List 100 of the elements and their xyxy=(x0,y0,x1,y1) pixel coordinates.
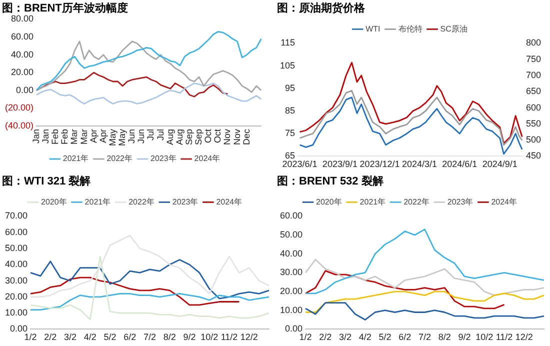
legend-label: 2020年 xyxy=(316,197,342,206)
x-tick-label: 10/2 xyxy=(476,332,494,342)
x-tick-label: Sep xyxy=(184,129,194,146)
x-tick-label: 10/2 xyxy=(200,332,218,342)
y2-tick-label: 700 xyxy=(526,70,542,80)
x-tick-label: 11/2 xyxy=(496,332,513,342)
legend-label: 2021年 xyxy=(84,197,111,206)
y2-tick-label: 500 xyxy=(526,134,542,145)
y-tick-label: 60.00 xyxy=(4,226,28,237)
y-tick-label: (40.00) xyxy=(4,120,34,130)
y-tick-label: 10.00 xyxy=(4,308,28,318)
y-tick-label: 65 xyxy=(285,150,296,161)
x-tick-label: Oct xyxy=(212,128,223,144)
y2-tick-label: 600 xyxy=(526,102,542,112)
x-tick-label: Mar xyxy=(69,128,80,144)
x-tick-label: Apr xyxy=(98,129,108,144)
y2-tick-label: 650 xyxy=(526,86,542,96)
y2-tick-label: 550 xyxy=(526,118,542,128)
x-tick-label: 2023/12/1 xyxy=(360,159,400,170)
x-tick-label: 7/2 xyxy=(418,332,432,342)
y-tick-label: 40.00 xyxy=(10,49,34,60)
x-tick-label: 2023/9/1 xyxy=(322,159,358,170)
legend-label: WTI xyxy=(366,24,380,34)
x-tick-label: 2/2 xyxy=(44,332,57,342)
y-tick-label: 30.00 xyxy=(4,275,28,286)
x-tick-label: May xyxy=(117,128,128,146)
x-tick-label: 5/2 xyxy=(104,332,116,342)
y-tick-label: 10.00 xyxy=(280,304,303,315)
x-tick-label: 4/2 xyxy=(84,332,96,342)
x-tick-label: Jul xyxy=(146,129,156,141)
y2-tick-label: 750 xyxy=(526,54,542,64)
x-tick-label: 5/2 xyxy=(378,332,392,342)
x-tick-label: 3/2 xyxy=(64,332,77,342)
chart-title: 图：原油期货价格 xyxy=(277,2,366,15)
x-tick-label: Feb xyxy=(50,129,60,145)
y-tick-label: 115 xyxy=(280,38,296,48)
x-tick-label: 6/2 xyxy=(124,332,136,342)
y-tick-label: 85 xyxy=(285,105,296,116)
y-tick-label: 0.00 xyxy=(284,324,303,334)
x-tick-label: Dec xyxy=(241,128,252,146)
x-tick-label: 2024/3/1 xyxy=(402,159,437,170)
legend-label: 2024年 xyxy=(194,154,220,164)
x-tick-label: 7/2 xyxy=(144,332,156,342)
x-tick-label: 4/2 xyxy=(358,332,372,342)
legend-label: 2021年 xyxy=(360,197,386,206)
y-tick-label: 60.00 xyxy=(10,31,34,42)
legend-label: 2023年 xyxy=(172,197,198,206)
x-tick-label: 1/2 xyxy=(24,332,37,342)
y-tick-label: 40.00 xyxy=(4,259,28,270)
x-tick-label: Feb xyxy=(60,129,70,145)
x-tick-label: May xyxy=(107,128,118,146)
x-tick-label: 1/2 xyxy=(299,332,312,342)
y-tick-label: 95 xyxy=(285,82,296,93)
x-tick-label: 2023/6/1 xyxy=(282,159,318,170)
y-tick-label: 60.00 xyxy=(280,210,303,221)
y-tick-label: 20.00 xyxy=(10,67,34,78)
x-tick-label: Aug xyxy=(174,129,184,146)
chart-title: 图：WTI 321 裂解 xyxy=(2,174,91,188)
x-tick-label: Jun xyxy=(136,129,146,144)
y-tick-label: (20.00) xyxy=(4,102,34,113)
y2-tick-label: 450 xyxy=(526,150,542,161)
x-tick-label: 8/2 xyxy=(438,332,451,342)
x-tick-label: Mar xyxy=(78,128,89,144)
x-tick-label: 6/2 xyxy=(398,332,412,342)
legend-label: 2023年 xyxy=(447,197,474,206)
y-tick-label: 50.00 xyxy=(280,230,303,240)
x-tick-label: Jul xyxy=(155,129,166,141)
y-tick-label: 20.00 xyxy=(4,291,28,302)
x-tick-label: 8/2 xyxy=(163,332,176,342)
legend-label: 2020年 xyxy=(41,197,67,206)
x-tick-label: 3/2 xyxy=(339,332,352,342)
x-tick-label: 2024/6/1 xyxy=(442,159,478,170)
x-tick-label: 2024/9/1 xyxy=(482,159,518,170)
legend-label: 2022年 xyxy=(404,197,430,206)
x-tick-label: 9/2 xyxy=(458,332,471,342)
legend-label: 布伦特 xyxy=(398,24,422,34)
y-tick-label: 80.00 xyxy=(10,14,34,24)
y-tick-label: 70.00 xyxy=(4,210,28,221)
x-tick-label: Jan xyxy=(40,129,51,144)
y2-tick-label: 800 xyxy=(526,38,542,48)
x-tick-label: Nov xyxy=(222,128,232,146)
legend-label: 2023年 xyxy=(150,154,176,164)
x-tick-label: Sep xyxy=(194,129,204,146)
legend-label: 2021年 xyxy=(62,154,89,164)
x-tick-label: 12/2 xyxy=(240,332,258,342)
legend-label: 2024年 xyxy=(216,197,242,206)
legend-label: 2022年 xyxy=(106,154,132,164)
x-tick-label: Nov xyxy=(232,128,242,146)
y-tick-label: 50.00 xyxy=(4,242,28,253)
y-tick-label: 20.00 xyxy=(280,286,303,296)
x-tick-label: Oct xyxy=(203,128,214,144)
legend-label: 2022年 xyxy=(128,197,154,206)
y-tick-label: 0.00 xyxy=(10,324,28,334)
x-tick-label: 2/2 xyxy=(319,332,332,342)
y-tick-label: 105 xyxy=(280,60,296,70)
x-tick-label: Aug xyxy=(164,129,175,146)
x-tick-label: Jun xyxy=(126,129,137,144)
legend-label: SC原油 xyxy=(440,24,468,34)
x-tick-label: Jan xyxy=(31,129,41,144)
y-tick-label: 30.00 xyxy=(280,267,303,278)
